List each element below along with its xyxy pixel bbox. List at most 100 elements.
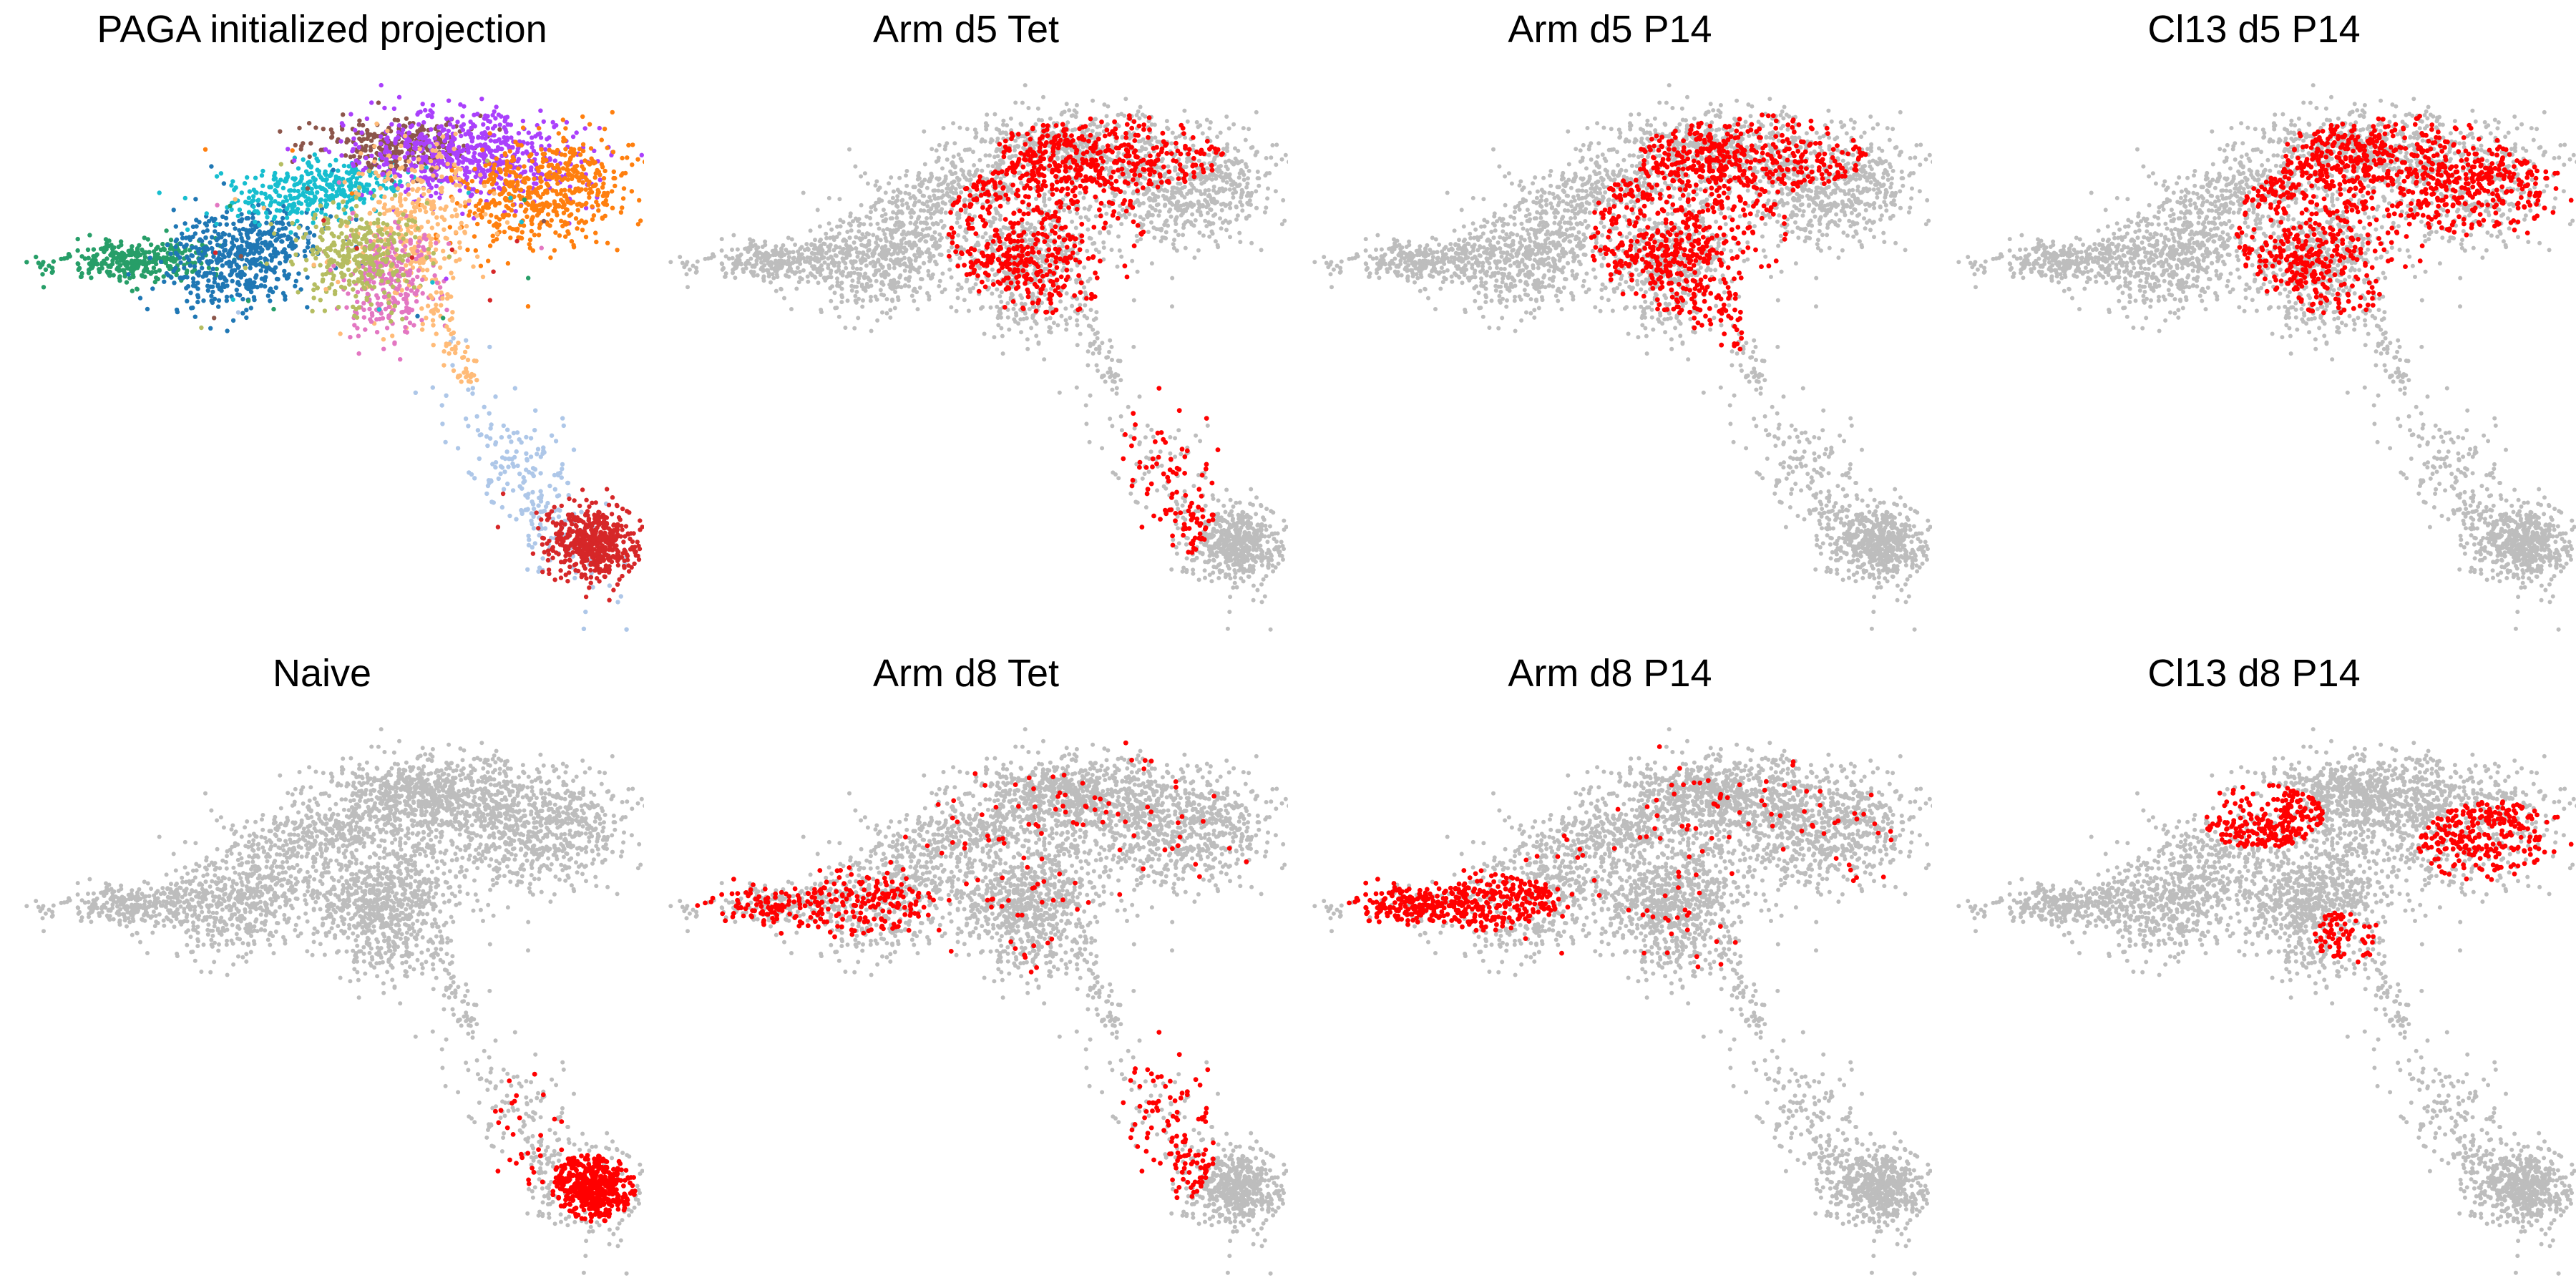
background-point bbox=[882, 232, 887, 237]
data-point bbox=[582, 126, 587, 131]
data-point bbox=[281, 203, 286, 209]
data-point bbox=[403, 133, 408, 139]
data-point bbox=[444, 236, 449, 241]
panel-title: PAGA initialized projection bbox=[0, 7, 644, 52]
data-point bbox=[193, 245, 198, 250]
data-point bbox=[164, 270, 170, 276]
data-point bbox=[509, 208, 514, 213]
data-point bbox=[284, 275, 290, 281]
data-point bbox=[288, 188, 293, 193]
data-point bbox=[508, 235, 513, 240]
data-point bbox=[464, 338, 469, 343]
data-point bbox=[567, 552, 572, 557]
data-point bbox=[557, 170, 562, 175]
data-point bbox=[400, 248, 405, 253]
data-point bbox=[312, 194, 318, 199]
data-point bbox=[192, 231, 198, 236]
data-point bbox=[332, 180, 337, 185]
data-point bbox=[329, 135, 335, 140]
data-point bbox=[635, 540, 640, 545]
data-point bbox=[450, 363, 455, 368]
data-point bbox=[484, 146, 489, 151]
data-point bbox=[316, 172, 322, 177]
data-point bbox=[209, 259, 214, 264]
data-point bbox=[85, 247, 91, 253]
data-point bbox=[215, 243, 220, 248]
data-point bbox=[473, 248, 478, 253]
data-point bbox=[319, 210, 324, 215]
data-point bbox=[592, 175, 597, 180]
data-point bbox=[582, 554, 587, 560]
data-point bbox=[458, 203, 463, 208]
data-point bbox=[409, 123, 415, 128]
data-point bbox=[417, 147, 422, 152]
data-point bbox=[517, 484, 522, 489]
data-point bbox=[524, 434, 529, 440]
data-point bbox=[530, 502, 536, 507]
data-point bbox=[565, 167, 571, 172]
data-point bbox=[453, 350, 458, 356]
data-point bbox=[344, 305, 349, 310]
data-point bbox=[567, 150, 572, 155]
data-point bbox=[524, 207, 529, 213]
data-point bbox=[371, 256, 376, 261]
data-point bbox=[574, 130, 579, 135]
data-point bbox=[489, 176, 494, 181]
data-point bbox=[572, 167, 577, 172]
data-point bbox=[575, 568, 581, 574]
background-point bbox=[926, 233, 931, 238]
data-point bbox=[346, 267, 351, 273]
data-point bbox=[526, 533, 531, 539]
data-point bbox=[330, 187, 336, 192]
data-point bbox=[560, 462, 565, 467]
background-point bbox=[907, 269, 912, 274]
data-point bbox=[610, 205, 615, 210]
data-point bbox=[638, 518, 643, 523]
data-point bbox=[34, 254, 39, 260]
data-point bbox=[540, 164, 545, 170]
background-point bbox=[723, 274, 728, 279]
data-point bbox=[504, 213, 509, 218]
data-point bbox=[49, 265, 55, 270]
data-point bbox=[459, 379, 464, 384]
data-point bbox=[40, 272, 45, 277]
data-point bbox=[393, 149, 398, 154]
data-point bbox=[310, 248, 315, 253]
background-point bbox=[763, 243, 768, 248]
data-point bbox=[374, 317, 379, 322]
data-point bbox=[418, 109, 423, 114]
data-point bbox=[500, 491, 506, 497]
data-point bbox=[376, 100, 381, 105]
background-point bbox=[706, 256, 711, 261]
data-point bbox=[428, 108, 433, 113]
data-point bbox=[600, 543, 605, 548]
data-point bbox=[545, 541, 550, 546]
background-point bbox=[719, 248, 724, 253]
data-point bbox=[386, 172, 391, 177]
data-point bbox=[351, 257, 357, 262]
data-point bbox=[306, 240, 311, 245]
data-point bbox=[567, 213, 572, 218]
data-point bbox=[484, 491, 489, 497]
data-point bbox=[205, 228, 210, 233]
data-point bbox=[214, 174, 220, 179]
data-point bbox=[392, 341, 397, 346]
data-point bbox=[348, 335, 353, 340]
data-point bbox=[268, 253, 273, 258]
data-point bbox=[580, 174, 586, 179]
data-point bbox=[377, 246, 382, 252]
data-point bbox=[563, 535, 568, 540]
data-point bbox=[527, 185, 532, 190]
data-point bbox=[489, 213, 494, 218]
data-point bbox=[489, 182, 495, 187]
data-point bbox=[536, 503, 541, 508]
data-point bbox=[336, 250, 341, 256]
data-point bbox=[463, 416, 469, 421]
data-point bbox=[524, 451, 529, 456]
data-point bbox=[590, 585, 595, 590]
data-point bbox=[145, 260, 151, 265]
data-point bbox=[538, 108, 543, 113]
data-point bbox=[530, 545, 535, 550]
data-point bbox=[366, 272, 371, 277]
data-point bbox=[451, 275, 456, 280]
